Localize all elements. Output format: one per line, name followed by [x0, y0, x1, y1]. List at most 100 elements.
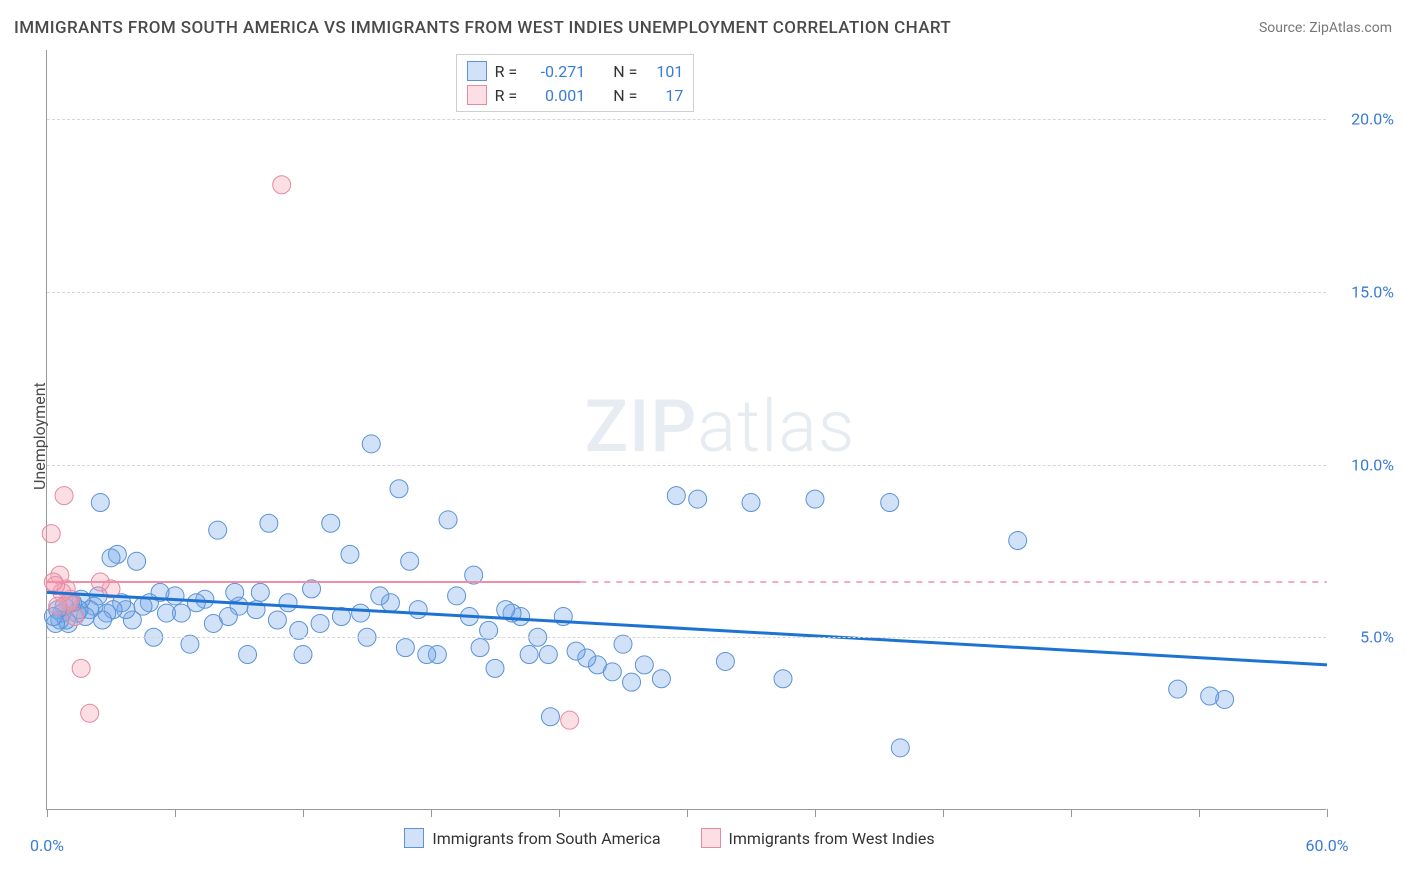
data-point-south_america [497, 601, 515, 619]
data-point-south_america [652, 670, 670, 688]
x-tick [1327, 809, 1328, 817]
data-point-south_america [541, 708, 559, 726]
title-bar: IMMIGRANTS FROM SOUTH AMERICA VS IMMIGRA… [14, 18, 1392, 38]
x-tick-label-right: 60.0% [1306, 836, 1349, 855]
grid-line [47, 637, 1326, 638]
legend-N-value-west_indies: 17 [645, 86, 683, 105]
legend-R-value-south_america: -0.271 [525, 62, 585, 81]
data-point-south_america [1009, 532, 1027, 550]
grid-line [47, 465, 1326, 466]
data-point-south_america [471, 639, 489, 657]
x-tick-label-left: 0.0% [30, 836, 64, 855]
x-tick [559, 809, 560, 817]
data-point-south_america [362, 435, 380, 453]
legend-swatch-south_america [467, 61, 487, 81]
legend-series: Immigrants from South America Immigrants … [404, 828, 934, 848]
plot-area: ZIPatlas 5.0%10.0%15.0%20.0%0.0%60.0% [46, 50, 1326, 810]
data-point-south_america [486, 659, 504, 677]
data-point-south_america [226, 583, 244, 601]
x-tick [815, 809, 816, 817]
data-point-south_america [322, 514, 340, 532]
data-point-south_america [891, 739, 909, 757]
source-label: Source: ZipAtlas.com [1259, 20, 1392, 36]
legend-label-south_america: Immigrants from South America [432, 829, 660, 848]
data-point-south_america [418, 646, 436, 664]
data-point-south_america [341, 545, 359, 563]
data-point-south_america [881, 494, 899, 512]
data-point-south_america [806, 490, 824, 508]
grid-line [47, 119, 1326, 120]
data-point-south_america [157, 604, 175, 622]
data-point-south_america [279, 594, 297, 612]
legend-N-label: N = [613, 62, 637, 81]
data-point-south_america [187, 594, 205, 612]
legend-N-label: N = [613, 86, 637, 105]
data-point-west_indies [561, 711, 579, 729]
data-point-south_america [635, 656, 653, 674]
x-tick [1199, 809, 1200, 817]
data-point-south_america [268, 611, 286, 629]
x-tick [1071, 809, 1072, 817]
x-tick [303, 809, 304, 817]
grid-line [47, 292, 1326, 293]
data-point-south_america [390, 480, 408, 498]
data-point-south_america [1169, 680, 1187, 698]
data-point-south_america [239, 646, 257, 664]
y-tick-label: 20.0% [1351, 110, 1394, 129]
data-point-south_america [667, 487, 685, 505]
data-point-west_indies [273, 176, 291, 194]
data-point-south_america [439, 511, 457, 529]
y-tick-label: 5.0% [1360, 628, 1394, 647]
data-point-south_america [623, 673, 641, 691]
legend-label-west_indies: Immigrants from West Indies [729, 829, 935, 848]
x-tick [943, 809, 944, 817]
x-tick [47, 809, 48, 817]
data-point-south_america [539, 646, 557, 664]
y-axis-title: Unemployment [30, 382, 49, 490]
data-point-south_america [352, 604, 370, 622]
data-point-south_america [520, 646, 538, 664]
legend-stat-row-south_america: R = -0.271 N = 101 [467, 59, 684, 83]
legend-stats: R = -0.271 N = 101 R = 0.001 N = 17 [456, 54, 695, 112]
legend-stat-row-west_indies: R = 0.001 N = 17 [467, 83, 684, 107]
data-point-south_america [251, 583, 269, 601]
data-point-west_indies [72, 659, 90, 677]
data-point-south_america [742, 494, 760, 512]
data-point-south_america [401, 552, 419, 570]
legend-swatch-south_america [404, 828, 424, 848]
data-point-south_america [311, 614, 329, 632]
data-point-south_america [209, 521, 227, 539]
data-point-south_america [204, 614, 222, 632]
x-tick [431, 809, 432, 817]
data-point-south_america [371, 587, 389, 605]
legend-item-south_america: Immigrants from South America [404, 828, 660, 848]
data-point-south_america [716, 652, 734, 670]
data-point-south_america [1201, 687, 1219, 705]
chart-svg [47, 50, 1326, 809]
y-tick-label: 10.0% [1351, 455, 1394, 474]
data-point-south_america [102, 549, 120, 567]
data-point-south_america [260, 514, 278, 532]
legend-swatch-west_indies [467, 85, 487, 105]
data-point-south_america [448, 587, 466, 605]
data-point-west_indies [55, 487, 73, 505]
x-tick [175, 809, 176, 817]
legend-N-value-south_america: 101 [645, 62, 683, 81]
data-point-west_indies [42, 525, 60, 543]
data-point-south_america [567, 642, 585, 660]
data-point-west_indies [49, 597, 67, 615]
chart-title: IMMIGRANTS FROM SOUTH AMERICA VS IMMIGRA… [14, 18, 951, 38]
data-point-south_america [409, 601, 427, 619]
data-point-south_america [689, 490, 707, 508]
legend-item-west_indies: Immigrants from West Indies [701, 828, 935, 848]
legend-swatch-west_indies [701, 828, 721, 848]
x-tick [687, 809, 688, 817]
data-point-south_america [396, 639, 414, 657]
legend-R-label: R = [495, 62, 518, 81]
data-point-south_america [91, 494, 109, 512]
legend-R-value-west_indies: 0.001 [525, 86, 585, 105]
legend-R-label: R = [495, 86, 518, 105]
data-point-west_indies [81, 704, 99, 722]
data-point-south_america [128, 552, 146, 570]
y-tick-label: 15.0% [1351, 282, 1394, 301]
